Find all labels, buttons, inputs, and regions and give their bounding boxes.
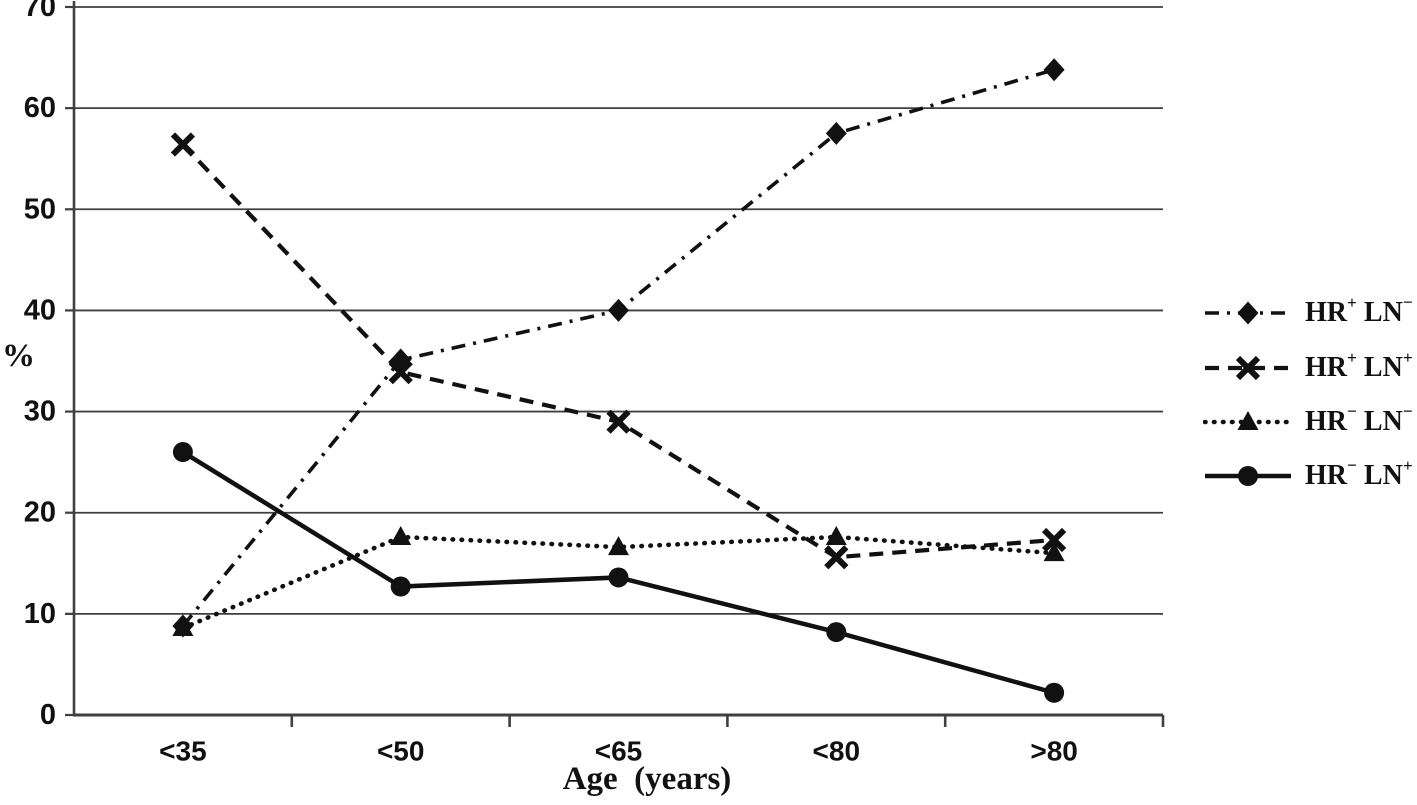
diamond-marker (1043, 58, 1065, 82)
x-marker (1235, 355, 1261, 381)
legend-line-sample (1205, 466, 1291, 486)
legend-item: HR+ LN− (1203, 293, 1413, 331)
axes (72, 1, 1165, 727)
circle-marker (1238, 466, 1258, 486)
legend-line-sample (1203, 411, 1293, 430)
circle-marker (390, 576, 411, 597)
x-tick-label: <65 (595, 736, 643, 767)
series-line (181, 143, 1055, 560)
y-tick-label: 10 (24, 598, 56, 630)
y-tick-label: 20 (24, 497, 56, 529)
diamond-marker (1237, 301, 1259, 325)
series-hr-ln- (172, 525, 1065, 637)
triangle-marker (1237, 411, 1259, 430)
x-axis-title: Age (years) (562, 761, 732, 797)
triangle-marker (390, 525, 412, 545)
legend-label: HR+ LN− (1305, 293, 1413, 328)
circle-marker (826, 622, 847, 643)
circle-marker (172, 442, 193, 463)
diamond-marker (608, 298, 629, 322)
triangle-marker (608, 536, 629, 556)
x-marker (606, 409, 631, 434)
x-tick-label: <35 (159, 736, 207, 767)
gridlines (65, 5, 1163, 717)
x-marker (170, 132, 196, 157)
legend-label: HR+ LN+ (1305, 348, 1413, 383)
legend-label: HR− LN− (1305, 402, 1413, 437)
circle-marker (1044, 682, 1065, 703)
triangle-marker (825, 525, 847, 545)
legend-label: HR− LN+ (1305, 456, 1413, 491)
legend-item: HR+ LN+ (1203, 348, 1413, 386)
y-tick-label: 40 (24, 294, 56, 326)
diamond-marker (825, 121, 847, 145)
y-tick-label: 0 (40, 699, 56, 731)
x-marker (388, 360, 413, 385)
x-marker (1041, 527, 1067, 553)
y-axis-title: % (2, 338, 35, 374)
x-tick-label: <80 (813, 736, 861, 767)
x-tick-label: <50 (377, 736, 425, 767)
y-tick-labels: 0 10 20 30 40 50 60 70 (24, 0, 56, 731)
legend-item: HR− LN− (1203, 402, 1413, 440)
circle-marker (608, 567, 629, 588)
series-hr-ln- (170, 132, 1067, 570)
x-marker (824, 545, 849, 570)
series-hr-ln- (172, 442, 1065, 703)
y-tick-label: 70 (24, 0, 56, 23)
series-line (180, 534, 1057, 631)
triangle-marker (172, 617, 194, 637)
y-tick-label: 50 (24, 193, 56, 225)
triangle-marker (1043, 542, 1065, 562)
legend-line-sample (1205, 301, 1291, 325)
y-tick-label: 30 (24, 396, 56, 428)
x-tick-label: >80 (1030, 736, 1078, 767)
legend-line-sample (1205, 355, 1291, 381)
legend-item: HR− LN+ (1203, 456, 1413, 494)
x-tick-labels: <35 <50 <65 <80 >80 (159, 736, 1078, 767)
y-tick-label: 60 (24, 92, 56, 124)
